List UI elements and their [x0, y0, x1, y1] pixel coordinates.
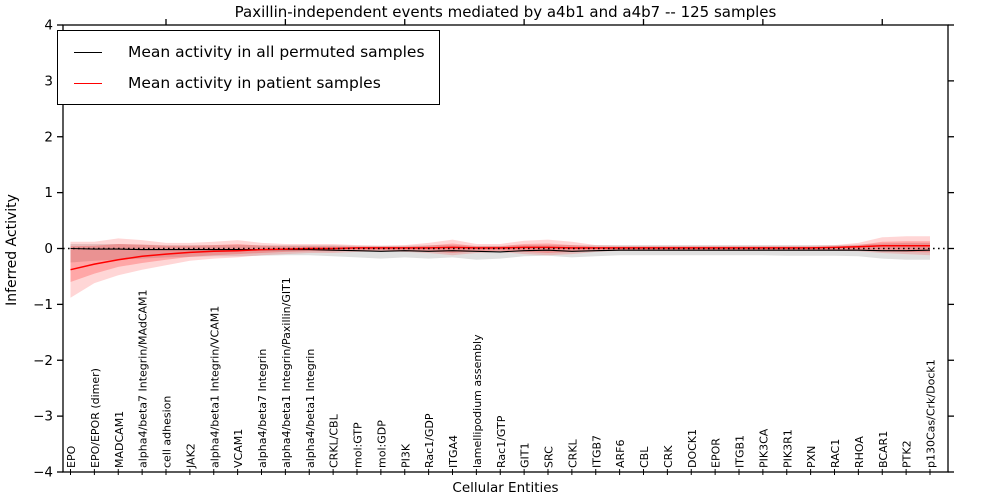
x-tick-label: cell adhesion [161, 396, 174, 468]
legend-label-patient: Mean activity in patient samples [128, 74, 381, 92]
x-tick-label: PI3K [399, 443, 412, 468]
x-tick-label: MADCAM1 [113, 411, 126, 468]
x-tick-label: RHOA [853, 436, 866, 468]
y-axis-label: Inferred Activity [4, 194, 20, 306]
x-tick-label: CRKL [566, 438, 579, 468]
x-tick-label: ITGA4 [447, 435, 460, 468]
x-tick-label: ARF6 [614, 440, 627, 469]
x-tick-label: RAC1 [829, 439, 842, 468]
x-tick-label: BCAR1 [877, 431, 890, 468]
legend-label-permuted: Mean activity in all permuted samples [128, 43, 425, 61]
x-tick-label: PIK3R1 [781, 429, 794, 468]
x-tick-label: ITGB7 [590, 435, 603, 468]
x-tick-label: PTK2 [901, 440, 914, 468]
y-tick-label: −3 [33, 409, 53, 425]
x-tick-label: EPOR [710, 438, 723, 468]
x-tick-label: DOCK1 [686, 429, 699, 468]
x-tick-label: PXN [805, 446, 818, 468]
x-tick-label: lamellipodium assembly [471, 334, 484, 468]
x-tick-label: VCAM1 [232, 429, 245, 468]
x-tick-label: Rac1/GTP [495, 415, 508, 468]
x-tick-label: p130Cas/Crk/Dock1 [925, 359, 938, 468]
legend: Mean activity in all permuted samples Me… [57, 30, 440, 105]
x-tick-label: EPO [65, 445, 78, 468]
x-tick-label: Rac1/GDP [423, 413, 436, 468]
x-tick-label: EPO/EPOR (dimer) [89, 368, 102, 468]
patient-confidence-band-inner [70, 241, 930, 282]
y-tick-label: −1 [33, 297, 53, 313]
x-tick-label: SRC [543, 446, 556, 468]
x-tick-label: mol:GTP [352, 422, 365, 468]
x-tick-label: alpha4/beta1 Integrin/VCAM1 [208, 306, 221, 468]
legend-line-black-icon [74, 51, 102, 53]
y-tick-label: 2 [44, 129, 53, 145]
y-tick-label: 1 [44, 185, 53, 201]
x-axis-label: Cellular Entities [452, 480, 559, 496]
x-tick-label: mol:GDP [375, 420, 388, 468]
y-tick-label: −4 [33, 465, 53, 481]
x-tick-label: JAK2 [184, 443, 197, 469]
x-tick-label: alpha4/beta1 Integrin [304, 349, 317, 468]
x-tick-label: CRK [662, 445, 675, 468]
y-tick-label: 0 [44, 241, 53, 257]
x-tick-label: alpha4/beta7 Integrin/MAdCAM1 [137, 289, 150, 468]
x-tick-label: ITGB1 [734, 435, 747, 468]
x-tick-label: alpha4/beta1 Integrin/Paxillin/GIT1 [280, 277, 293, 468]
permuted-mean-line [70, 247, 931, 253]
x-tick-label: CBL [638, 446, 651, 468]
legend-item-permuted: Mean activity in all permuted samples [74, 38, 425, 66]
x-tick-label: alpha4/beta7 Integrin [256, 349, 269, 468]
patient-confidence-band-outer [70, 236, 930, 298]
x-tick-label: PIK3CA [757, 428, 770, 468]
x-tick-label: CRKL/CBL [328, 413, 341, 468]
x-tick-label: GIT1 [519, 443, 532, 469]
legend-item-patient: Mean activity in patient samples [74, 69, 425, 97]
y-tick-label: 3 [44, 73, 53, 89]
y-tick-label: 4 [44, 18, 53, 34]
y-tick-label: −2 [33, 353, 53, 369]
legend-line-red-icon [74, 82, 102, 84]
chart-title: Paxillin-independent events mediated by … [234, 3, 777, 21]
patient-mean-line [70, 244, 930, 271]
